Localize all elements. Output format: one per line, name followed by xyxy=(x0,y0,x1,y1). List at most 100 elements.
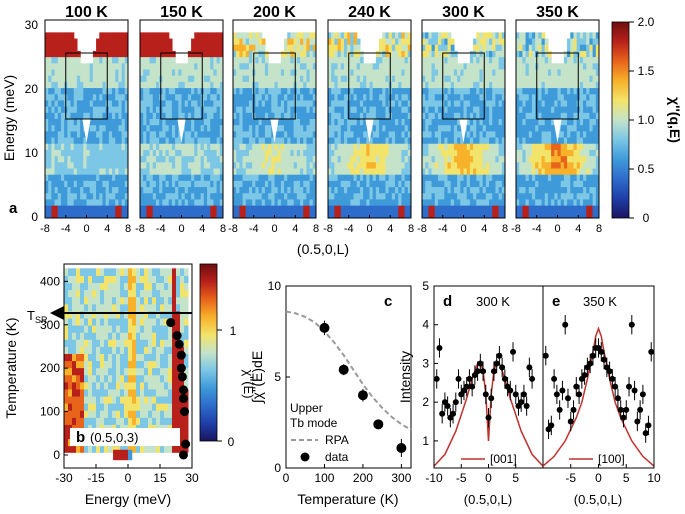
a-cell xyxy=(375,180,380,188)
a-cell xyxy=(45,88,49,95)
a-cell xyxy=(121,125,126,132)
a-cell xyxy=(592,131,597,139)
a-cell xyxy=(233,63,237,71)
a-cell xyxy=(528,81,533,89)
a-cell xyxy=(152,69,157,77)
a-cell xyxy=(261,81,266,89)
a-cell xyxy=(382,149,387,157)
a-cell xyxy=(466,125,471,132)
a-cell xyxy=(296,211,301,218)
a-cell xyxy=(261,50,266,58)
a-cell xyxy=(115,131,120,139)
a-cell xyxy=(306,187,311,194)
a-cell xyxy=(501,193,505,201)
a-cell xyxy=(334,187,339,194)
a-cell xyxy=(485,94,490,102)
a-cell xyxy=(350,119,355,126)
a-cell xyxy=(112,106,116,114)
a-cell xyxy=(485,81,490,89)
a-cell xyxy=(541,156,546,163)
a-cell xyxy=(112,193,116,201)
a-cell xyxy=(255,88,260,95)
a-cell xyxy=(337,187,342,194)
a-cell xyxy=(102,187,107,194)
a-cell xyxy=(73,143,78,151)
a-cell xyxy=(290,94,295,102)
a-cell xyxy=(239,106,244,114)
a-cell xyxy=(479,112,484,120)
a-cell xyxy=(343,180,348,188)
a-cell xyxy=(73,193,78,201)
b-cell xyxy=(152,417,157,425)
a-cell xyxy=(482,180,487,188)
a-cell xyxy=(86,193,91,201)
a-xtick-label: 0 xyxy=(271,223,277,235)
a-cell xyxy=(498,32,503,40)
a-cell xyxy=(328,187,332,194)
a-cell xyxy=(516,94,520,102)
a-cell xyxy=(121,187,126,194)
a-cell xyxy=(544,63,549,71)
a-cell xyxy=(149,199,154,207)
a-cell xyxy=(178,199,183,207)
a-cell xyxy=(277,81,282,89)
a-cell xyxy=(293,143,298,151)
a-cell xyxy=(531,44,536,52)
a-cell xyxy=(331,69,335,77)
b-cell xyxy=(112,410,117,418)
a-cell xyxy=(356,112,361,120)
a-cell xyxy=(457,106,461,114)
a-cell xyxy=(258,88,263,95)
a-cell xyxy=(312,162,316,170)
a-xtick-label: 8 xyxy=(502,223,508,235)
a-cell xyxy=(51,162,56,170)
a-cell xyxy=(242,211,247,218)
a-cell xyxy=(233,131,237,139)
b-cell xyxy=(120,374,125,383)
a-cell xyxy=(372,131,377,139)
a-cell xyxy=(547,100,552,108)
a-cell xyxy=(473,193,477,201)
a-cell xyxy=(401,32,406,40)
a-cell xyxy=(48,100,52,108)
a-cell xyxy=(431,131,436,139)
a-cell xyxy=(300,137,304,145)
a-cell xyxy=(143,174,147,182)
a-cell xyxy=(48,131,52,139)
a-cell xyxy=(293,38,298,46)
a-cell xyxy=(124,63,128,71)
a-cell xyxy=(350,168,355,176)
a-cell xyxy=(306,180,311,188)
a-cell xyxy=(528,106,533,114)
a-cell xyxy=(425,100,429,108)
a-cell xyxy=(258,57,263,64)
a-cell xyxy=(382,44,387,52)
b-cell xyxy=(108,374,113,383)
a-cell xyxy=(175,125,179,132)
a-cell xyxy=(200,156,205,163)
a-cell xyxy=(60,168,65,176)
a-cell xyxy=(264,143,269,151)
a-cell xyxy=(579,32,584,40)
a-cell xyxy=(407,63,411,71)
a-cell xyxy=(175,94,179,102)
a-cell xyxy=(528,63,533,71)
a-cell xyxy=(535,199,539,207)
a-cell xyxy=(300,156,304,163)
a-cell xyxy=(489,174,493,182)
a-cell xyxy=(450,81,455,89)
a-cell xyxy=(353,149,358,157)
a-cell xyxy=(583,112,587,120)
a-cell xyxy=(303,199,308,207)
a-cell xyxy=(213,81,218,89)
a-cell xyxy=(303,100,308,108)
a-cell xyxy=(233,193,237,201)
a-cell xyxy=(447,205,452,213)
a-cell xyxy=(404,156,409,163)
a-cell xyxy=(287,112,292,120)
a-cell xyxy=(191,199,195,207)
a-cell xyxy=(280,156,285,163)
a-cell xyxy=(115,119,120,126)
b-cell xyxy=(68,445,73,454)
a-cell xyxy=(331,149,335,157)
